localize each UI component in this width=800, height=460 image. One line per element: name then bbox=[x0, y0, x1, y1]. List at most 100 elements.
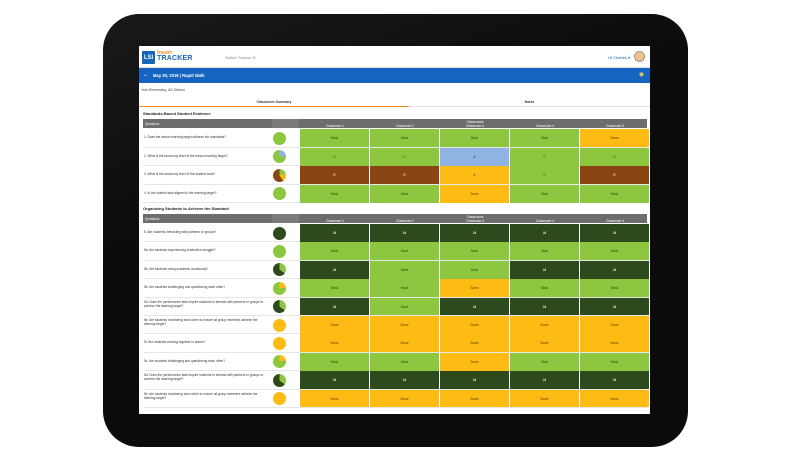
rating-cell[interactable]: Some bbox=[300, 316, 370, 334]
rating-cell[interactable]: All bbox=[510, 371, 580, 390]
classroom-column-header[interactable]: Classroom 1 bbox=[326, 124, 344, 128]
rating-cell[interactable]: All bbox=[370, 371, 440, 390]
rating-cell[interactable]: All bbox=[440, 224, 510, 242]
rating-cell[interactable]: All bbox=[370, 224, 440, 242]
rating-cell[interactable]: Most bbox=[370, 279, 440, 298]
rating-cell[interactable]: Most bbox=[580, 184, 650, 203]
rating-cell[interactable]: R bbox=[580, 166, 650, 184]
table-row[interactable]: 5e. Are students monitoring each other t… bbox=[143, 316, 650, 335]
table-row[interactable]: 3. What is the taxonomy level of the stu… bbox=[143, 166, 650, 185]
table-row[interactable]: 2. What is the taxonomy level of the les… bbox=[143, 147, 650, 166]
rating-cell[interactable]: Most bbox=[510, 129, 580, 147]
rating-cell[interactable]: Most bbox=[580, 242, 650, 261]
rating-cell[interactable]: All bbox=[510, 260, 580, 279]
table-row[interactable]: 5b. Are students challenging and questio… bbox=[143, 279, 650, 298]
classroom-column-header[interactable]: Classroom 5 bbox=[606, 219, 624, 223]
rating-cell[interactable]: Most bbox=[300, 352, 370, 371]
table-row[interactable]: 5b. Are students using academic vocabula… bbox=[143, 260, 650, 280]
switch-tracker-link[interactable]: Switch Tracker ⊘ bbox=[225, 55, 256, 60]
classroom-column-header[interactable]: Classroom 5 bbox=[606, 124, 624, 128]
rating-cell[interactable]: Most bbox=[510, 184, 580, 203]
rating-cell[interactable]: A bbox=[440, 166, 510, 184]
rating-cell[interactable]: All bbox=[300, 297, 370, 316]
classroom-column-header[interactable]: Classroom 1 bbox=[326, 219, 344, 223]
tab-notes[interactable]: Notes bbox=[524, 100, 535, 104]
rating-cell[interactable]: Most bbox=[300, 242, 370, 261]
classroom-column-header[interactable]: Classroom 3 bbox=[466, 219, 484, 223]
rating-cell[interactable]: All bbox=[300, 224, 370, 242]
avatar[interactable] bbox=[634, 51, 645, 62]
rating-cell[interactable]: Most bbox=[370, 129, 440, 147]
rating-cell[interactable]: Most bbox=[370, 242, 440, 261]
rating-cell[interactable]: Some bbox=[440, 352, 510, 371]
rating-cell[interactable]: Most bbox=[370, 184, 440, 203]
rating-cell[interactable]: Most bbox=[510, 352, 580, 371]
table-row[interactable]: 5. Are students interacting with partner… bbox=[143, 224, 650, 243]
rating-cell[interactable]: Most bbox=[440, 129, 510, 147]
classroom-column-header[interactable]: Classroom 3 bbox=[466, 124, 484, 128]
rating-cell[interactable]: R bbox=[370, 166, 440, 184]
rating-cell[interactable]: Most bbox=[440, 260, 510, 279]
rating-cell[interactable]: C bbox=[300, 147, 370, 166]
rating-cell[interactable]: All bbox=[440, 371, 510, 390]
rating-cell[interactable]: All bbox=[440, 297, 510, 316]
rating-cell[interactable]: C bbox=[580, 147, 650, 166]
rating-cell[interactable]: Some bbox=[440, 316, 510, 334]
rating-cell[interactable]: Most bbox=[510, 242, 580, 261]
rating-cell[interactable]: Most bbox=[300, 129, 370, 147]
rating-cell[interactable]: A bbox=[440, 147, 510, 166]
table-row[interactable]: 1. Does the lesson learning target addre… bbox=[143, 129, 650, 148]
table-row[interactable]: 5a. Are students experiencing productive… bbox=[143, 242, 650, 261]
rating-cell[interactable]: All bbox=[510, 224, 580, 242]
classroom-column-header[interactable]: Classroom 2 bbox=[396, 219, 414, 223]
rating-cell[interactable]: All bbox=[300, 260, 370, 279]
rating-cell[interactable]: All bbox=[580, 260, 650, 279]
table-row[interactable]: 5f. Are students working together in tea… bbox=[143, 334, 650, 353]
rating-cell[interactable]: Some bbox=[580, 334, 650, 353]
rating-cell[interactable]: Some bbox=[440, 279, 510, 298]
rating-cell[interactable]: Some bbox=[510, 389, 580, 408]
rating-cell[interactable]: Some bbox=[370, 316, 440, 334]
table-row[interactable]: 5d. Does the performance task require st… bbox=[143, 371, 650, 390]
rating-cell[interactable]: Most bbox=[300, 184, 370, 203]
rating-cell[interactable]: Most bbox=[300, 279, 370, 298]
classroom-column-header[interactable]: Classroom 2 bbox=[396, 124, 414, 128]
rating-cell[interactable]: C bbox=[510, 166, 580, 184]
tab-classroom-summary[interactable]: Classroom Summary bbox=[256, 100, 292, 104]
rating-cell[interactable]: Some bbox=[440, 334, 510, 353]
rating-cell[interactable]: Most bbox=[580, 352, 650, 371]
rating-cell[interactable]: Some bbox=[580, 129, 650, 147]
rating-cell[interactable]: Some bbox=[580, 389, 650, 408]
rating-cell[interactable]: Some bbox=[370, 334, 440, 353]
rating-cell[interactable]: Some bbox=[510, 334, 580, 353]
rating-cell[interactable]: Some bbox=[370, 389, 440, 408]
rating-cell[interactable]: All bbox=[580, 224, 650, 242]
rating-cell[interactable]: Some bbox=[510, 316, 580, 334]
rating-cell[interactable]: All bbox=[580, 371, 650, 390]
rating-cell[interactable]: Some bbox=[440, 184, 510, 203]
rating-cell[interactable]: All bbox=[300, 371, 370, 390]
rating-cell[interactable]: Some bbox=[580, 316, 650, 334]
rating-cell[interactable]: Some bbox=[440, 389, 510, 408]
rating-cell[interactable]: Most bbox=[510, 279, 580, 298]
user-menu[interactable]: Hi Charles ▾ bbox=[608, 55, 630, 60]
rating-cell[interactable]: Some bbox=[300, 334, 370, 353]
table-row[interactable]: 5d. Does the performance task require st… bbox=[143, 297, 650, 316]
rating-cell[interactable]: All bbox=[510, 297, 580, 316]
table-row[interactable]: 4. Is the student task aligned to the le… bbox=[143, 184, 650, 203]
rating-cell[interactable]: C bbox=[510, 147, 580, 166]
table-row[interactable]: 5c. Are students challenging and questio… bbox=[143, 352, 650, 372]
rating-cell[interactable]: Most bbox=[580, 279, 650, 298]
rating-cell[interactable]: Some bbox=[300, 389, 370, 408]
table-row[interactable]: 5e. Are students monitoring each other t… bbox=[143, 389, 650, 408]
rating-cell[interactable]: Most bbox=[440, 242, 510, 261]
classroom-column-header[interactable]: Classroom 4 bbox=[536, 124, 554, 128]
rating-cell[interactable]: Most bbox=[370, 297, 440, 316]
rating-cell[interactable]: C bbox=[370, 147, 440, 166]
classroom-column-header[interactable]: Classroom 4 bbox=[536, 219, 554, 223]
rating-cell[interactable]: All bbox=[580, 297, 650, 316]
back-arrow-icon[interactable]: ← bbox=[143, 72, 149, 78]
rating-cell[interactable]: Most bbox=[370, 260, 440, 279]
rating-cell[interactable]: R bbox=[300, 166, 370, 184]
rating-cell[interactable]: Most bbox=[370, 352, 440, 371]
